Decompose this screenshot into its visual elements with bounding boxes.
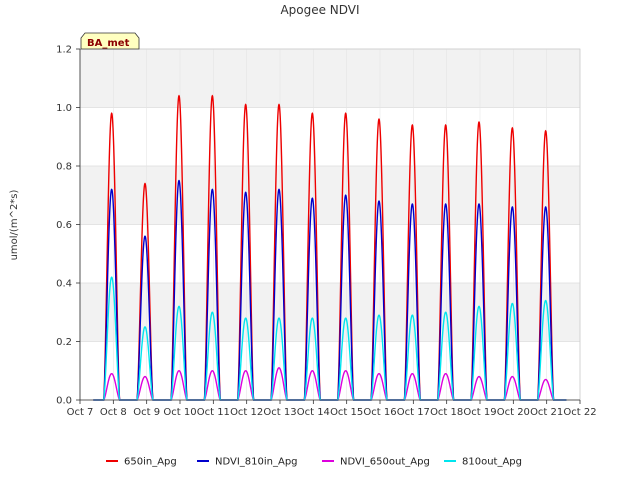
y-tick-label: 1.0 [56,103,72,114]
x-tick-label: Oct 12 [230,407,263,418]
y-tick-label: 0.2 [56,337,72,348]
legend-label: 650in_Apg [124,457,177,468]
y-tick-label: 0.4 [56,279,72,290]
legend-label: NDVI_650out_Apg [340,457,430,468]
y-tick-label: 0.8 [56,162,72,173]
x-tick-label: Oct 21 [530,407,563,418]
y-axis-label: umol/(m^2*s) [9,189,20,260]
y-tick-label: 0.6 [56,220,72,231]
site-badge: BA_met [80,32,140,50]
grid-band [80,166,580,225]
grid-band [80,283,580,342]
site-badge-box [80,32,140,50]
x-tick-label: Oct 20 [497,407,530,418]
x-tick-label: Oct 9 [133,407,160,418]
x-tick-label: Oct 14 [297,407,330,418]
legend-label: 810out_Apg [462,457,522,468]
x-tick-label: Oct 7 [67,407,94,418]
site-badge-label: BA_met [87,38,130,49]
legend: 650in_Apg NDVI_810in_Apg NDVI_650out_Apg 81… [106,457,522,468]
x-tick-label: Oct 22 [563,407,596,418]
x-tick-label: Oct 10 [163,407,196,418]
y-tick-label: 1.2 [56,45,72,56]
chart-title: Apogee NDVI [280,3,359,17]
grid-band [80,49,580,108]
x-tick-label: Oct 17 [397,407,430,418]
x-tick-label: Oct 8 [100,407,127,418]
x-tick-label: Oct 19 [463,407,496,418]
x-tick-label: Oct 16 [363,407,396,418]
x-tick-label: Oct 13 [263,407,296,418]
legend-label: NDVI_810in_Apg [215,457,298,468]
x-tick-label: Oct 18 [430,407,463,418]
x-tick-label: Oct 11 [197,407,230,418]
x-tick-label: Oct 15 [330,407,363,418]
y-tick-label: 0.0 [56,396,72,407]
